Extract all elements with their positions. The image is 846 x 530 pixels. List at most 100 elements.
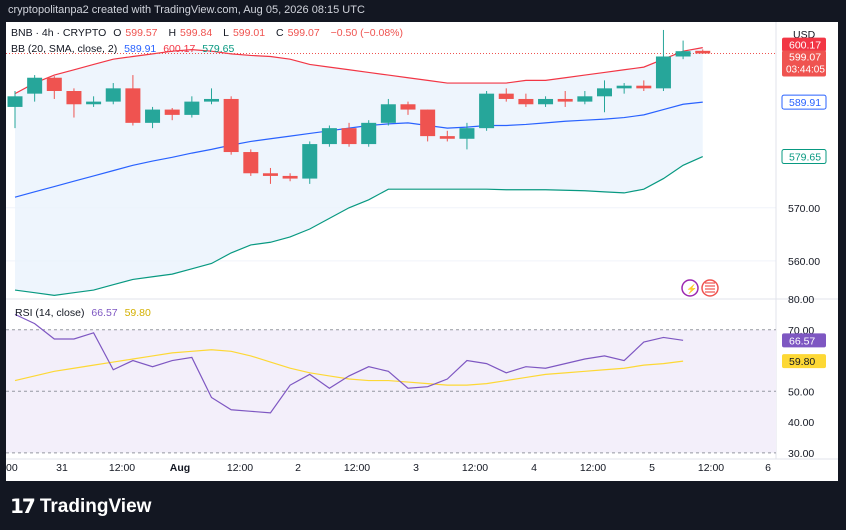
bb-label: BB (20, SMA, close, 2) bbox=[11, 43, 118, 55]
candle-body[interactable] bbox=[538, 98, 554, 105]
candle-body[interactable] bbox=[223, 98, 239, 153]
candle-body[interactable] bbox=[361, 122, 377, 145]
close-label: C bbox=[275, 27, 284, 39]
time-axis-label: 12:00 bbox=[580, 462, 606, 474]
time-axis-label: 2 bbox=[295, 462, 301, 474]
brand-name: TradingView bbox=[39, 495, 152, 517]
candle-body[interactable] bbox=[675, 51, 691, 57]
time-axis-label: 12:00 bbox=[462, 462, 488, 474]
price-change: −0.50 (−0.08%) bbox=[330, 27, 404, 39]
ohlc-open: O 599.57 bbox=[113, 27, 161, 39]
chart-canvas[interactable]: USD570.00560.00600.17599.0703:44:05589.9… bbox=[6, 22, 838, 481]
bb-upper-value: 600.17 bbox=[163, 43, 196, 55]
low-value: 599.01 bbox=[232, 27, 266, 39]
candle-body[interactable] bbox=[655, 56, 671, 89]
candle-body[interactable] bbox=[7, 96, 23, 107]
bb-lower-badge: 579.65 bbox=[789, 152, 821, 164]
candle-body[interactable] bbox=[321, 128, 337, 145]
candle-body[interactable] bbox=[459, 128, 475, 139]
ohlc-close: C 599.07 bbox=[276, 27, 324, 39]
tradingview-logo-icon: 𝟭𝟳 bbox=[10, 496, 36, 518]
ohlc-low: L 599.01 bbox=[223, 27, 269, 39]
bb-upper-badge-bg bbox=[782, 37, 826, 52]
high-value: 599.84 bbox=[180, 27, 213, 39]
rsi-value-badge-bg bbox=[782, 333, 826, 348]
bb-mid-badge: 589.91 bbox=[789, 97, 821, 109]
candle-body[interactable] bbox=[262, 173, 278, 176]
bb-mid-value: 589.91 bbox=[124, 43, 157, 55]
rsi-tick-label: 40.00 bbox=[788, 417, 814, 429]
time-axis-label: 4 bbox=[531, 462, 537, 474]
time-axis-label: 3 bbox=[413, 462, 419, 474]
last-price-badge: 599.07 bbox=[789, 51, 821, 63]
candle-body[interactable] bbox=[518, 98, 534, 105]
bb-lower-value: 579.65 bbox=[202, 43, 235, 55]
candle-body[interactable] bbox=[164, 109, 180, 115]
countdown-badge: 03:44:05 bbox=[786, 64, 825, 75]
candle-body[interactable] bbox=[577, 96, 593, 102]
time-axis-label: 00 bbox=[6, 462, 18, 474]
rsi-value: 66.57 bbox=[91, 307, 118, 319]
bb-lower-line bbox=[14, 156, 703, 296]
bb-upper-badge: 600.17 bbox=[789, 40, 821, 52]
candle-body[interactable] bbox=[105, 88, 121, 102]
rsi-tick-label: 80.00 bbox=[788, 294, 814, 306]
candle-body[interactable] bbox=[86, 101, 102, 105]
candle-body[interactable] bbox=[282, 175, 298, 179]
rsi-line bbox=[14, 313, 684, 414]
bb-middle-line bbox=[14, 101, 703, 198]
rsi-ma-badge: 59.80 bbox=[789, 356, 815, 368]
high-label: H bbox=[168, 27, 177, 39]
rsi-tick-label: 50.00 bbox=[788, 386, 814, 398]
time-axis-label: 12:00 bbox=[344, 462, 370, 474]
open-label: O bbox=[113, 27, 122, 39]
rsi-ma-badge-bg bbox=[782, 354, 826, 369]
rsi-tick-label: 30.00 bbox=[788, 448, 814, 460]
open-value: 599.57 bbox=[125, 27, 158, 39]
candle-body[interactable] bbox=[125, 88, 141, 123]
rsi-legend: RSI (14, close) 66.57 59.80 bbox=[15, 307, 155, 319]
candle-body[interactable] bbox=[66, 91, 82, 105]
time-axis-label: 12:00 bbox=[109, 462, 135, 474]
rsi-ma-value: 59.80 bbox=[124, 307, 151, 319]
time-axis-label: 6 bbox=[765, 462, 771, 474]
price-tick-label: 570.00 bbox=[788, 203, 820, 215]
candle-body[interactable] bbox=[597, 88, 612, 97]
low-label: L bbox=[223, 27, 229, 39]
candle-body[interactable] bbox=[204, 98, 219, 102]
bb-fill-area bbox=[15, 47, 703, 296]
candle-body[interactable] bbox=[695, 50, 711, 54]
candle-body[interactable] bbox=[145, 109, 161, 123]
candle-body[interactable] bbox=[400, 104, 416, 110]
time-axis-label: Aug bbox=[170, 462, 190, 474]
candle-body[interactable] bbox=[439, 136, 455, 139]
time-axis-label: 5 bbox=[649, 462, 655, 474]
price-tick-label: 560.00 bbox=[788, 256, 820, 268]
candle-body[interactable] bbox=[184, 101, 200, 115]
symbol-legend: BNB · 4h · CRYPTO O 599.57 H 599.84 L 599.0… bbox=[11, 27, 407, 39]
tradingview-logo[interactable]: 𝟭𝟳 TradingView bbox=[10, 494, 151, 519]
candle-body[interactable] bbox=[636, 85, 652, 89]
candle-body[interactable] bbox=[616, 85, 632, 89]
candle-body[interactable] bbox=[498, 93, 514, 99]
lightning-icon[interactable] bbox=[681, 279, 699, 297]
bb-lower-badge-bg bbox=[781, 149, 827, 165]
candle-body[interactable] bbox=[302, 144, 318, 179]
symbol-label: BNB · 4h · CRYPTO bbox=[11, 27, 107, 39]
candle-body[interactable] bbox=[479, 93, 495, 129]
bb-upper-line bbox=[14, 47, 703, 95]
candle-body[interactable] bbox=[27, 77, 43, 94]
candle-body[interactable] bbox=[243, 152, 259, 174]
close-value: 599.07 bbox=[287, 27, 320, 39]
candle-body[interactable] bbox=[46, 77, 62, 91]
rsi-value-badge: 66.57 bbox=[789, 335, 815, 347]
candle-body[interactable] bbox=[420, 109, 436, 137]
candle-body[interactable] bbox=[380, 104, 396, 123]
lightning-glyph: ⚡ bbox=[686, 283, 697, 295]
candle-body[interactable] bbox=[341, 128, 357, 145]
chart-card[interactable]: USD 570.00 560.00 600.17 599.07 03:44:05 589.9… bbox=[6, 22, 838, 481]
candle-body[interactable] bbox=[557, 98, 573, 102]
time-axis-label: 12:00 bbox=[227, 462, 253, 474]
chart-attribution: cryptopolitanpa2 created with TradingVie… bbox=[8, 4, 365, 16]
